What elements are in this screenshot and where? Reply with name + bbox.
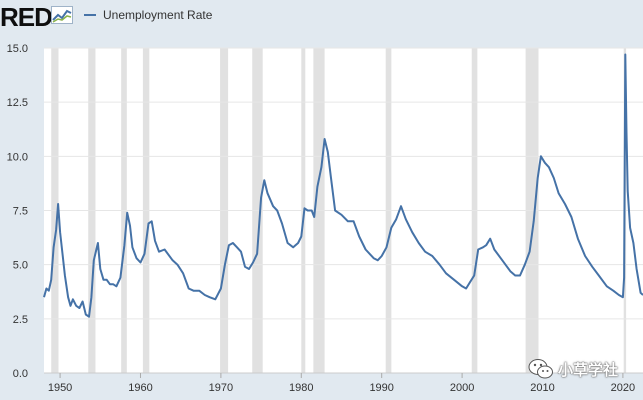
chart-legend[interactable]: Unemployment Rate: [84, 8, 212, 22]
line-chart-icon: [51, 6, 73, 24]
x-tick-label: 1970: [209, 382, 233, 394]
x-tick-label: 2020: [611, 382, 635, 394]
fred-logo[interactable]: RED: [0, 2, 53, 32]
watermark-text: 小草学社: [558, 361, 619, 379]
x-tick-label: 2000: [450, 382, 474, 394]
y-tick-label: 2.5: [13, 314, 28, 326]
y-tick-label: 15.0: [7, 43, 28, 55]
legend-swatch: [84, 14, 96, 16]
y-tick-label: 10.0: [7, 151, 28, 163]
x-tick-label: 1990: [369, 382, 393, 394]
x-tick-label: 1960: [128, 382, 152, 394]
y-tick-label: 5.0: [13, 260, 28, 272]
y-axis-ticks: 0.0 2.5 5.0 7.5 10.0 12.5 15.0: [7, 43, 28, 380]
wechat-icon: [528, 359, 553, 379]
chart-header: RED Unemployment Rate: [0, 0, 643, 36]
x-tick-label: 1980: [289, 382, 313, 394]
x-axis-ticks: 1950 1960 1970 1980 1990 2000 2010 2020: [48, 373, 635, 394]
x-tick-label: 2010: [530, 382, 554, 394]
watermark: 小草学社: [528, 358, 618, 380]
series-layer: [43, 53, 643, 318]
legend-label: Unemployment Rate: [103, 8, 213, 22]
y-tick-label: 0.0: [13, 368, 28, 380]
y-tick-label: 7.5: [13, 206, 28, 218]
fred-logo-text: RED: [0, 2, 53, 32]
unemployment-chart[interactable]: 0.0 2.5 5.0 7.5 10.0 12.5 15.0 1950 1960 1970 198…: [0, 36, 643, 400]
y-tick-label: 12.5: [7, 97, 28, 109]
series-line: [43, 53, 643, 318]
x-tick-label: 1950: [48, 382, 72, 394]
